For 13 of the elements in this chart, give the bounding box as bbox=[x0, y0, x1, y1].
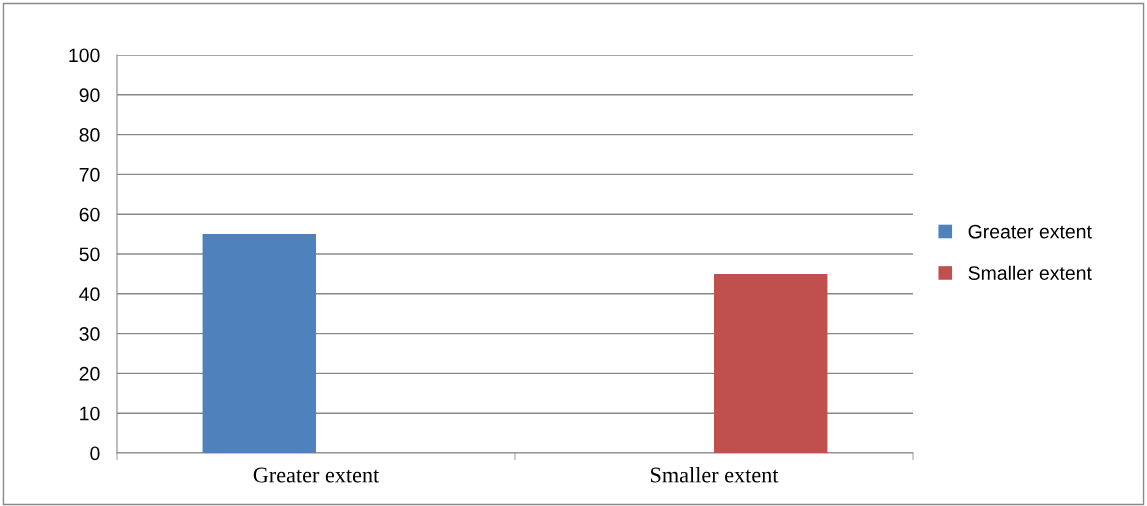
y-tick-label: 20 bbox=[79, 366, 100, 381]
y-tick-label: 50 bbox=[79, 247, 100, 262]
legend-label: Smaller extent bbox=[968, 265, 1092, 280]
y-tick-label: 90 bbox=[79, 88, 100, 103]
y-tick-label: 100 bbox=[69, 48, 100, 63]
y-tick-label: 10 bbox=[80, 406, 100, 421]
legend-label: Greater extent bbox=[968, 224, 1092, 239]
y-tick-label: 80 bbox=[79, 128, 100, 142]
y-tick-label: 30 bbox=[79, 327, 100, 341]
y-tick-label: 70 bbox=[79, 167, 100, 182]
y-tick-label: 60 bbox=[79, 207, 100, 222]
y-tick-label: 40 bbox=[79, 287, 100, 302]
y-tick-label: 0 bbox=[90, 446, 100, 461]
